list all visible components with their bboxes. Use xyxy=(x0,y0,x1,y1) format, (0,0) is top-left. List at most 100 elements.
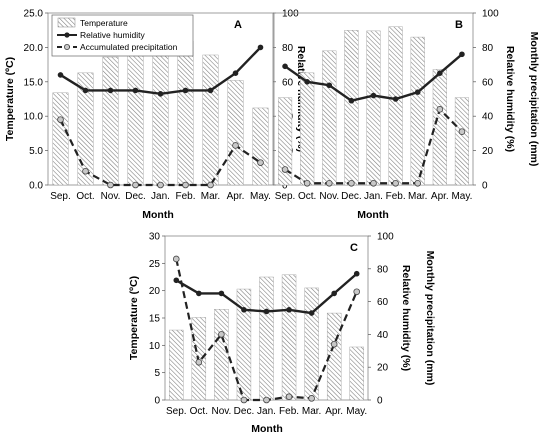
point-humidity-apr xyxy=(232,70,239,76)
bar-temperature-mar xyxy=(304,287,319,401)
tick-label-x: Nov. xyxy=(211,406,231,417)
panel-c: 0 5 10 15 20 25 30 0 20 40 60 80 100 Sep. Oct. Nov. De… xyxy=(128,232,436,436)
point-humidity-oct xyxy=(304,79,310,85)
legend-label-humidity: Relative humidity xyxy=(80,30,145,40)
tick-label-left: 20.0 xyxy=(24,43,44,54)
bars-a xyxy=(52,38,269,186)
bar-temperature-feb xyxy=(281,274,297,401)
tick-label-x: Sep. xyxy=(50,191,71,202)
legend-label-precipitation: Accumulated precipitation xyxy=(80,42,178,52)
legend-marker-precipitation xyxy=(64,44,71,51)
tick-label-x: Mar. xyxy=(408,191,427,202)
tick-label-x: Mar. xyxy=(302,406,321,417)
lines-c xyxy=(172,255,361,404)
bar-temperature-jan xyxy=(259,276,274,401)
bar-temperature-dec xyxy=(344,30,359,186)
bar-temperature-may xyxy=(454,97,469,186)
tick-label-x: Feb. xyxy=(279,406,299,417)
bar-temperature-nov xyxy=(102,56,119,186)
point-humidity-mar xyxy=(308,310,315,316)
tick-label-right: 60 xyxy=(482,77,494,88)
bar-temperature-apr xyxy=(227,80,244,186)
point-humidity-feb xyxy=(286,307,292,313)
point-humidity-nov xyxy=(107,87,114,94)
y-axis-label-left-a: Temperature (ºC) xyxy=(4,57,16,141)
point-precipitation-feb xyxy=(285,393,293,401)
tick-label-right: 20 xyxy=(482,146,494,157)
tick-label-x: Apr. xyxy=(325,406,343,417)
point-precipitation-mar xyxy=(414,179,422,187)
tick-label-x: Jan. xyxy=(151,191,170,202)
tick-label-right: 80 xyxy=(482,43,494,54)
bar-temperature-mar xyxy=(202,54,219,186)
legend-marker-humidity xyxy=(64,32,70,38)
point-humidity-sep xyxy=(173,277,180,284)
ticks-left-a: 0.0 5.0 10.0 15.0 20.0 25.0 xyxy=(24,9,48,192)
tick-label-left: 0.0 xyxy=(29,181,43,192)
point-precipitation-oct xyxy=(303,179,311,187)
lines-a xyxy=(57,44,264,189)
point-precipitation-mar xyxy=(308,395,315,402)
point-precipitation-dec xyxy=(240,396,248,404)
tick-label-left: 10.0 xyxy=(24,112,44,123)
bar-temperature-feb xyxy=(388,26,403,186)
ticks-x-c: Sep. Oct. Nov. Dec. Jan. Feb. Mar. Apr. May. xyxy=(166,406,367,417)
bars-b xyxy=(278,26,469,186)
point-humidity-sep xyxy=(282,63,288,70)
tick-label-right: 0 xyxy=(377,396,383,407)
tick-label-x: Oct. xyxy=(76,191,94,202)
tick-label-right: 0 xyxy=(482,181,488,192)
bar-temperature-feb xyxy=(177,41,194,186)
point-humidity-may xyxy=(353,270,360,277)
y-axis-label-right-c: Relative humidity (%) xyxy=(400,265,412,371)
tick-label-x: Mar. xyxy=(201,191,220,202)
tick-label-left: 15.0 xyxy=(24,77,44,88)
point-humidity-may xyxy=(459,51,465,58)
point-precipitation-oct xyxy=(82,167,89,175)
tick-label-right: 20 xyxy=(377,363,389,374)
bar-temperature-mar xyxy=(410,36,425,186)
tick-label-x: Jan. xyxy=(364,191,383,202)
tick-label-right: 60 xyxy=(282,77,294,88)
point-humidity-feb xyxy=(392,96,399,102)
y-axis-label-left-c: Temperature (ºC) xyxy=(128,276,140,360)
point-humidity-apr xyxy=(437,70,443,76)
tick-label-x: May. xyxy=(346,406,367,417)
tick-label-left: 0 xyxy=(154,396,160,407)
tick-label-x: Nov. xyxy=(319,191,339,202)
point-precipitation-mar xyxy=(207,181,214,189)
point-humidity-oct xyxy=(82,87,89,94)
point-precipitation-nov xyxy=(107,181,114,189)
point-precipitation-jan xyxy=(263,396,270,404)
tick-label-x: Nov. xyxy=(101,191,121,202)
tick-label-right: 80 xyxy=(282,43,294,54)
legend: Temperature Relative humidity Accumulate… xyxy=(51,14,194,57)
bar-temperature-sep xyxy=(169,329,184,401)
y-axis-label-far-right-b: Monthly precipitation (mm) xyxy=(528,32,540,167)
tick-label-left: 25 xyxy=(149,259,161,270)
bars-c xyxy=(169,274,364,401)
bar-temperature-sep xyxy=(52,92,69,186)
ticks-left-c: 0 5 10 15 20 25 30 xyxy=(149,232,165,407)
point-precipitation-apr xyxy=(232,142,239,149)
bar-temperature-oct xyxy=(300,72,315,186)
point-humidity-sep xyxy=(57,72,64,78)
point-precipitation-oct xyxy=(195,358,203,366)
tick-label-right: 40 xyxy=(377,330,389,341)
point-humidity-nov xyxy=(218,290,225,297)
tick-label-x: May. xyxy=(451,191,472,202)
tick-label-right: 0 xyxy=(282,181,288,192)
tick-label-right: 100 xyxy=(482,9,499,20)
point-humidity-nov xyxy=(326,82,333,89)
bar-temperature-jan xyxy=(366,30,381,186)
tick-label-left: 25.0 xyxy=(24,9,44,20)
tick-label-x: Oct. xyxy=(190,406,208,417)
ticks-right-c: 0 20 40 60 80 100 xyxy=(368,232,394,407)
y-axis-label-far-right-c: Monthly precipitation (mm) xyxy=(424,251,436,386)
panel-label-a: A xyxy=(234,19,242,31)
point-precipitation-nov xyxy=(325,179,333,187)
ticks-right-b: 0 20 40 60 80 100 xyxy=(473,9,499,192)
point-humidity-jan xyxy=(370,92,377,99)
bar-temperature-nov xyxy=(322,50,337,186)
